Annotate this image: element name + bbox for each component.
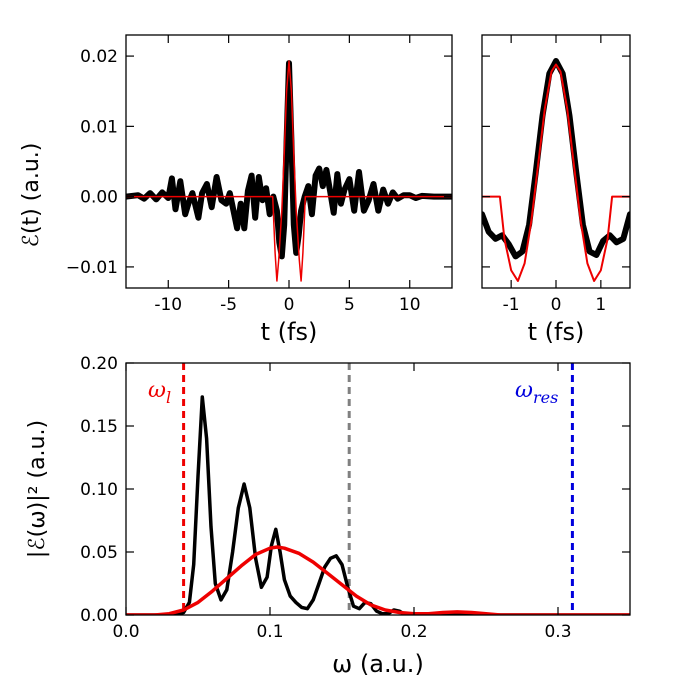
time-full-xtick-label: -5 — [220, 295, 237, 315]
time-zoom-xlabel: t (fs) — [528, 318, 585, 346]
time-full-xlabel: t (fs) — [261, 318, 318, 346]
spectrum-xtick-label: 0.2 — [400, 622, 427, 642]
time-full-xtick-label: 0 — [284, 295, 295, 315]
time-full-ylabel: ℰ(t) (a.u.) — [19, 143, 44, 248]
time-zoom-plot: -1 0 1 t (fs) — [481, 34, 631, 346]
time-zoom-xtick-label: 1 — [595, 295, 606, 315]
spectrum-xtick-label: 0.0 — [112, 622, 139, 642]
spectrum-plot: 0.0 0.1 0.2 0.3 0.00 0.05 0.10 0.15 0.20 ω (a.u.)… — [25, 354, 631, 678]
time-domain-plot: -10 -5 0 5 10 −0.01 0.00 0.01 0.02 t (fs) ℰ(t) (a.… — [19, 34, 453, 346]
time-full-ytick-label: 0.02 — [80, 47, 118, 67]
time-full-series-model — [126, 60, 452, 282]
omega-res-label: ωres — [515, 378, 558, 407]
spectrum-ylabel: |ℰ(ω)|² (a.u.) — [25, 420, 50, 558]
spectrum-xtick-label: 0.3 — [544, 622, 571, 642]
omega-l-label: ωl — [148, 378, 171, 407]
time-zoom-xtick-label: 0 — [551, 295, 562, 315]
time-full-ytick-label: −0.01 — [66, 258, 118, 278]
spectrum-ytick-label: 0.20 — [80, 354, 118, 374]
spectrum-ytick-label: 0.00 — [80, 606, 118, 626]
time-full-series-field — [126, 60, 452, 260]
spectrum-ytick-label: 0.05 — [80, 543, 118, 563]
spectrum-series-model — [126, 545, 630, 615]
time-full-xtick-label: -10 — [154, 295, 182, 315]
spectrum-ytick-label: 0.10 — [80, 480, 118, 500]
time-full-ytick-label: 0.01 — [80, 117, 118, 137]
spectrum-xtick-label: 0.1 — [256, 622, 283, 642]
spectrum-ytick-label: 0.15 — [80, 417, 118, 437]
time-full-xtick-label: 5 — [344, 295, 355, 315]
time-zoom-xtick-label: -1 — [503, 295, 520, 315]
time-zoom-series-model — [482, 63, 630, 282]
time-full-xtick-label: 10 — [399, 295, 421, 315]
spectrum-xlabel: ω (a.u.) — [332, 650, 424, 678]
time-full-ytick-label: 0.00 — [80, 188, 118, 208]
time-zoom-series-field — [482, 58, 630, 260]
